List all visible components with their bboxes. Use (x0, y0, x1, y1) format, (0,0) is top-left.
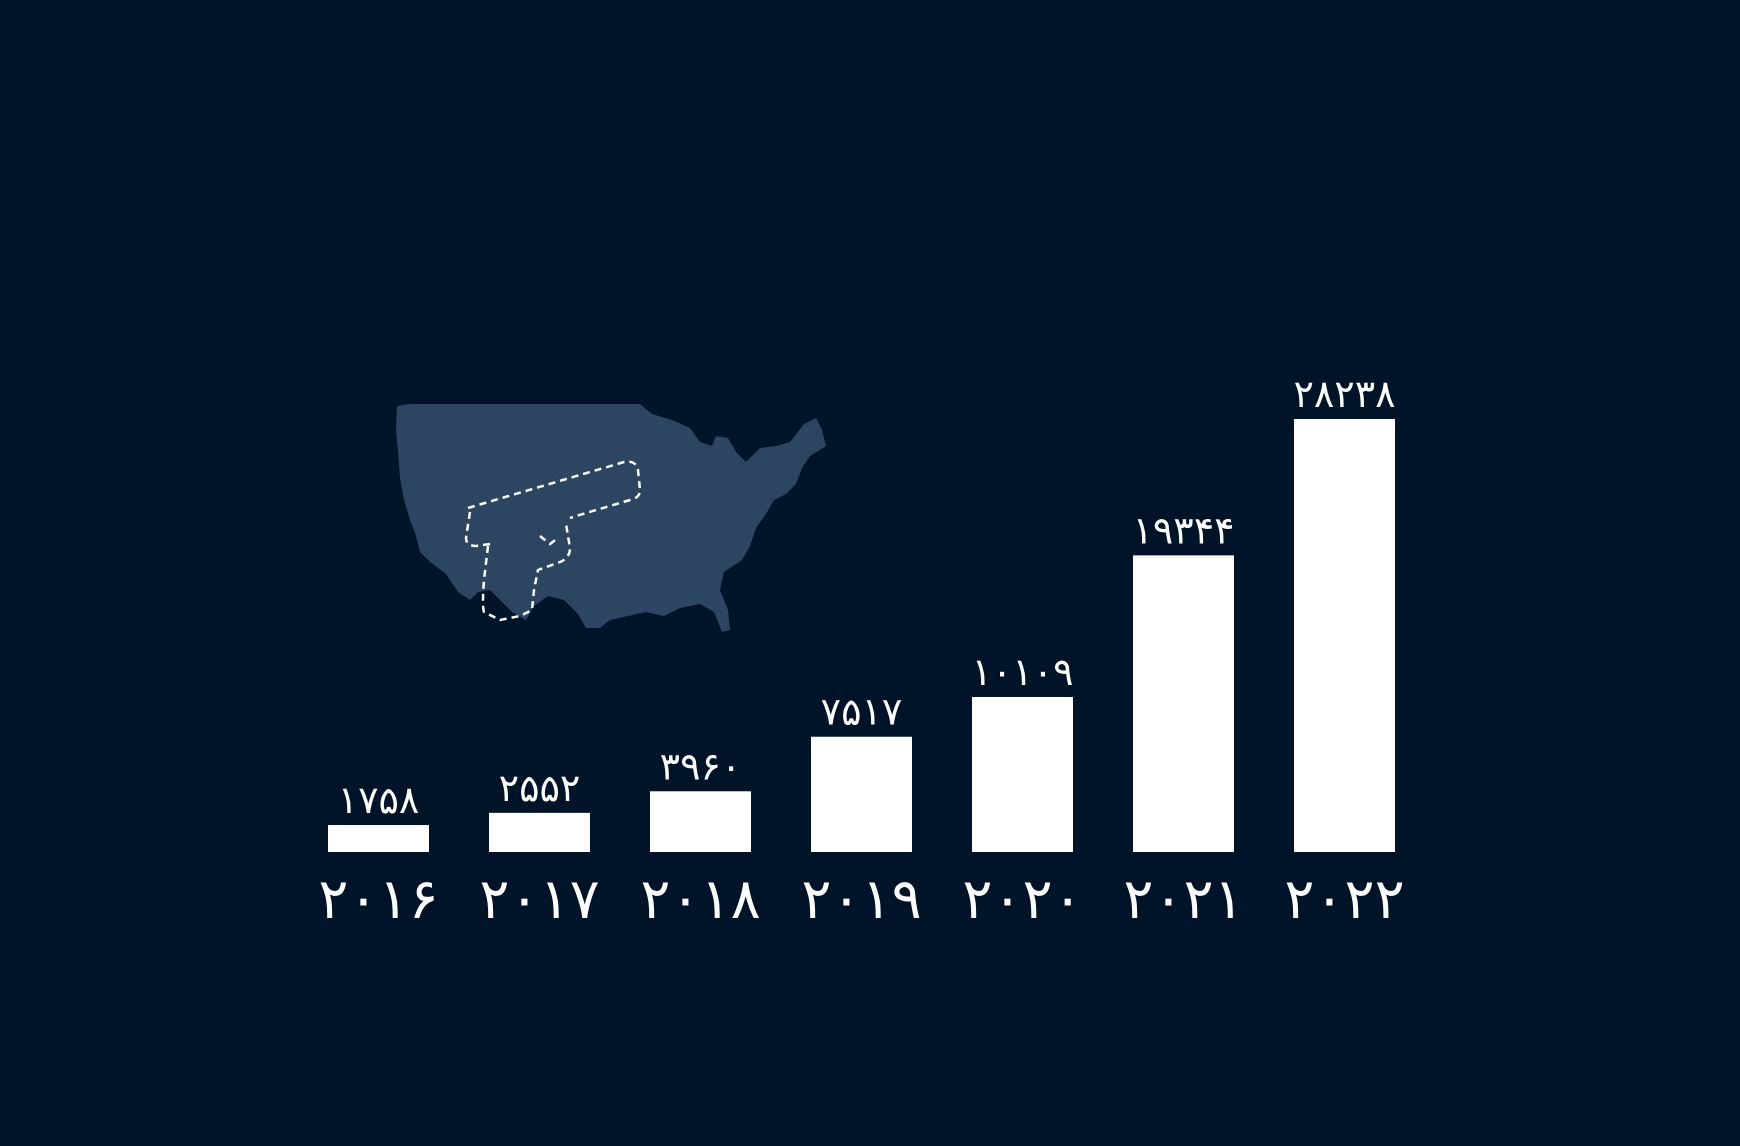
bar-4 (972, 696, 1073, 852)
x-tick-label: ۲۰۱۶ (318, 867, 438, 932)
us-map (396, 404, 826, 632)
data-label: ۲۵۵۲ (499, 766, 581, 810)
data-label: ۱۹۳۴۴ (1132, 508, 1234, 552)
bar-6 (1294, 419, 1395, 852)
data-label: ۷۵۱۷ (821, 690, 903, 734)
data-label: ۳۹۶۰ (660, 744, 742, 788)
bar-3 (811, 736, 912, 852)
bar-5 (1133, 555, 1234, 852)
data-label: ۲۸۲۳۸ (1293, 372, 1395, 416)
x-tick-label: ۲۰۱۸ (640, 867, 760, 932)
bar-1 (489, 812, 590, 852)
data-label: ۱۷۵۸ (338, 778, 420, 822)
bar-0 (328, 825, 429, 852)
us-map-shape (396, 404, 826, 632)
x-tick-label: ۲۰۲۲ (1284, 867, 1404, 932)
x-tick-label: ۲۰۱۹ (801, 867, 921, 932)
bars-group: ۱۷۵۸ ۲۰۱۶ ۲۵۵۲ ۲۰۱۷ ۳۹۶۰ ۲۰۱۸ ۷۵۱۷ ۲۰۱۹ ۱۰۱۰۹ ۲۰۲… (318, 372, 1404, 932)
bar-2 (650, 791, 751, 852)
data-label: ۱۰۱۰۹ (971, 650, 1073, 694)
x-tick-label: ۲۰۱۷ (479, 867, 599, 932)
x-tick-label: ۲۰۲۱ (1123, 867, 1243, 932)
x-tick-label: ۲۰۲۰ (962, 867, 1082, 932)
